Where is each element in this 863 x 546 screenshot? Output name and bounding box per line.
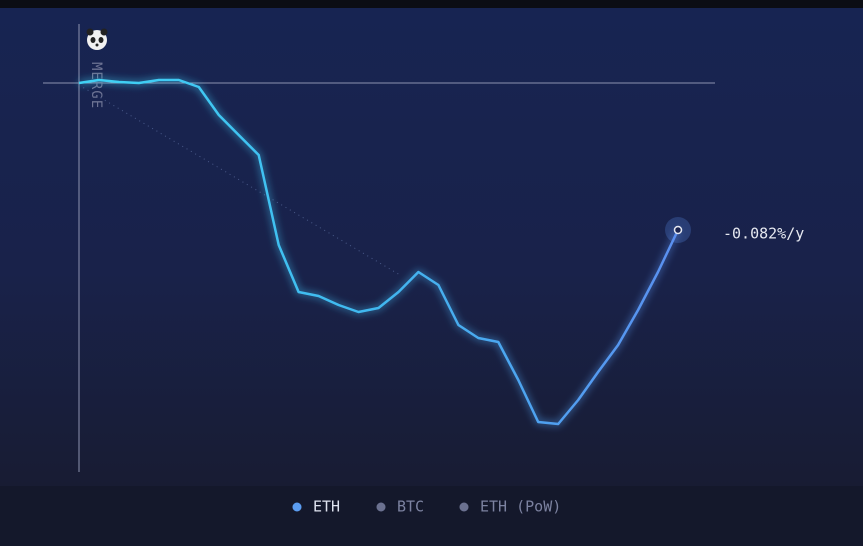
legend-label[interactable]: BTC (397, 498, 424, 516)
top-bar (0, 0, 863, 8)
legend: ETH BTC ETH (PoW) (292, 498, 561, 516)
legend-label[interactable]: ETH (313, 498, 340, 516)
hidden-series-trace (78, 84, 401, 276)
chart-panel (0, 8, 863, 486)
line (78, 78, 680, 426)
end-label: -0.082%/y (723, 225, 804, 243)
panda-icon (86, 28, 108, 50)
legend-dot (376, 502, 386, 512)
legend-label[interactable]: ETH (PoW) (480, 498, 561, 516)
end-point (673, 225, 683, 235)
merge-label: MERGE (88, 62, 104, 109)
legend-dot (292, 502, 302, 512)
legend-dot (459, 502, 469, 512)
